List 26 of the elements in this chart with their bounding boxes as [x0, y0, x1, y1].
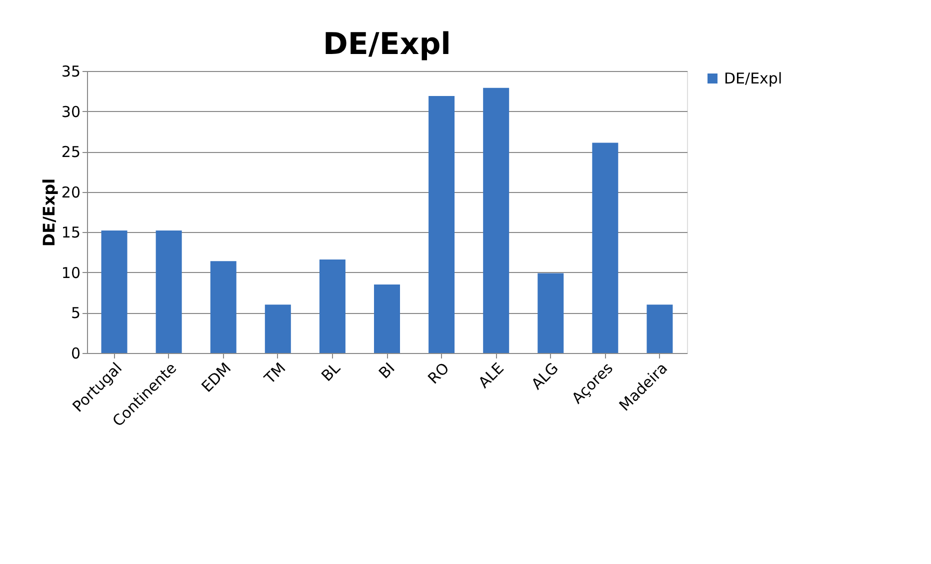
x-tick-label: BI: [375, 359, 398, 382]
chart-title: DE/Expl: [323, 27, 451, 62]
bar: [483, 88, 510, 353]
y-axis-title: DE/Expl: [39, 178, 58, 247]
y-tick-label: 30: [61, 102, 80, 121]
bar: [646, 304, 673, 353]
bar: [374, 284, 400, 353]
bar: [428, 96, 455, 353]
bar: [319, 260, 346, 353]
y-tick-label: 20: [61, 183, 80, 202]
bar: [592, 142, 618, 353]
bar: [101, 230, 128, 353]
x-tick-label: RO: [424, 359, 453, 388]
y-tick-label: 15: [61, 224, 80, 242]
x-tick-label: BL: [318, 358, 344, 386]
legend-label: DE/Expl: [724, 70, 782, 88]
y-tick-label: 25: [61, 143, 80, 162]
y-tick-label: 35: [61, 62, 80, 80]
bar: [156, 230, 182, 353]
y-tick-label: 5: [70, 304, 80, 322]
x-tick-label: TM: [260, 359, 290, 388]
bar: [210, 261, 236, 353]
y-tick-label: 10: [61, 264, 80, 282]
y-tick-label: 0: [70, 344, 80, 362]
bar: [538, 273, 564, 353]
bar: [264, 304, 291, 353]
